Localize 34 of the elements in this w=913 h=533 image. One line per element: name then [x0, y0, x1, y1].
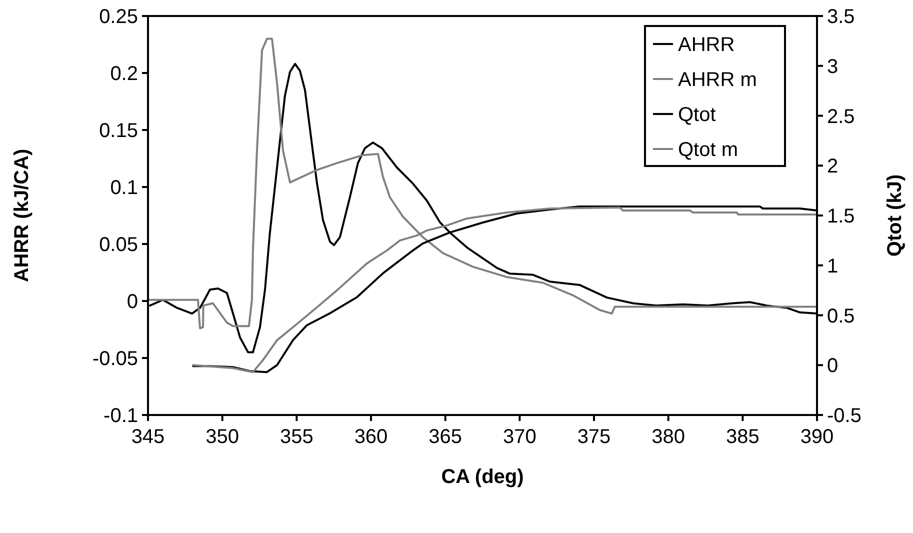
y2-tick-label: 3 [827, 56, 838, 78]
legend-label: Qtot [678, 104, 716, 126]
x-tick-label: 350 [206, 426, 240, 448]
y2-tick-label: 3.5 [827, 6, 855, 28]
y2-tick-label: 2 [827, 156, 838, 178]
y2-tick-label: 0 [827, 355, 838, 378]
x-tick-label: 355 [280, 426, 314, 448]
x-axis-title: CA (deg) [441, 466, 524, 488]
x-tick-label: 360 [354, 426, 388, 448]
y-tick-label: 0 [126, 291, 138, 313]
legend-label: Qtot m [678, 139, 738, 161]
y2-tick-label: 2.5 [827, 106, 855, 128]
y-tick-label: 0.25 [99, 6, 138, 28]
y-axis-title: AHRR (kJ/CA) [11, 148, 33, 282]
y-tick-label: 0.05 [99, 234, 138, 256]
y-tick-label: 0.2 [110, 63, 138, 85]
y-tick-label: 0.1 [110, 177, 138, 199]
x-tick-label: 375 [577, 426, 611, 448]
legend-label: AHRR [678, 34, 735, 56]
x-tick-label: 365 [428, 426, 462, 448]
x-tick-label: 385 [726, 426, 760, 448]
y2-tick-label: 1.5 [827, 206, 855, 228]
y-tick-label: 0.15 [99, 120, 138, 142]
y2-tick-label: 0.5 [827, 305, 855, 328]
x-tick-label: 345 [131, 426, 165, 448]
x-tick-label: 380 [652, 426, 686, 448]
x-tick-label: 370 [502, 426, 536, 448]
y2-tick-label: 1 [827, 255, 838, 278]
x-tick-label: 390 [800, 426, 834, 448]
y-tick-label: -0.05 [92, 348, 138, 370]
y2-axis-title: Qtot (kJ) [884, 174, 906, 257]
y-tick-label: -0.1 [104, 405, 138, 427]
legend-label: AHRR m [678, 69, 757, 91]
y2-tick-label: -0.5 [827, 405, 862, 427]
